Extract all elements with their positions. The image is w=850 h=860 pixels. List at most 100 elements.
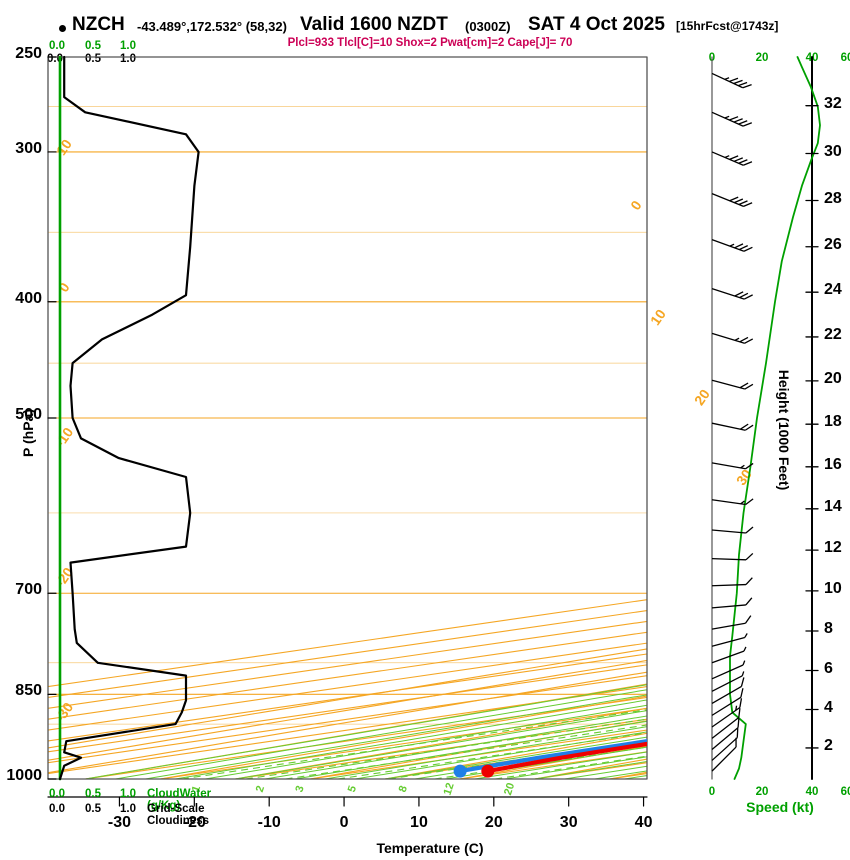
height-tick-label-16: 16 bbox=[824, 455, 842, 473]
dry-adiabat--10 bbox=[235, 707, 647, 779]
barb-full bbox=[740, 423, 749, 430]
station-dot-icon bbox=[59, 25, 66, 32]
mixing-ratio-label-2: 2 bbox=[254, 784, 267, 794]
wind-barb bbox=[711, 577, 753, 587]
barb-shaft bbox=[711, 696, 742, 716]
stability-indices: Plcl=933 Tlcl[C]=10 Shox=2 Pwat[cm]=2 Ca… bbox=[287, 37, 573, 49]
wind-barb bbox=[711, 498, 754, 506]
grid-scale-cloudiness-profile bbox=[58, 55, 200, 781]
barb-full bbox=[729, 196, 739, 202]
dry-adiabat--50 bbox=[48, 659, 647, 761]
barb-shaft bbox=[711, 379, 746, 390]
barb-full bbox=[734, 243, 744, 249]
barb-shaft bbox=[711, 664, 744, 680]
barb-half bbox=[743, 646, 747, 652]
mixing-ratio-label-1: 1 bbox=[190, 784, 203, 794]
barb-shaft bbox=[711, 583, 747, 587]
moist-adiabat--18 bbox=[175, 699, 647, 779]
station-name: NZCH bbox=[72, 14, 125, 35]
dry-adiabat--20 bbox=[160, 695, 647, 779]
barb-full bbox=[740, 688, 744, 698]
height-tick-label-20: 20 bbox=[824, 369, 842, 387]
barb-shaft bbox=[711, 727, 739, 751]
barb-full bbox=[743, 161, 753, 166]
barb-full bbox=[745, 498, 754, 506]
temperature-tick-label-40: 40 bbox=[634, 814, 653, 831]
mixing-ratio-label-3: 3 bbox=[293, 784, 306, 794]
barb-full bbox=[745, 526, 754, 534]
dewpoint-surface-marker bbox=[453, 764, 467, 778]
moist-adiabat--30 bbox=[85, 684, 647, 779]
cw-top-tick-2: 1.0 bbox=[120, 40, 136, 52]
temperature-tick-label-0: 0 bbox=[339, 814, 349, 831]
speed-axis-title: Speed (kt) bbox=[746, 799, 814, 815]
moist-adiabat-34 bbox=[564, 765, 647, 779]
moist-adiabat-26 bbox=[504, 756, 647, 779]
temperature-tick-label--10: -10 bbox=[257, 814, 281, 831]
mixing-ratio-2 bbox=[245, 718, 647, 779]
barb-shaft bbox=[711, 462, 746, 470]
temperature-tick-label--30: -30 bbox=[107, 814, 131, 831]
height-tick-label-12: 12 bbox=[824, 539, 842, 557]
barb-full bbox=[729, 155, 739, 160]
dry-adiabat-label--30: -30 bbox=[52, 699, 77, 725]
isotherm--110 bbox=[48, 609, 647, 699]
barb-shaft bbox=[711, 72, 744, 89]
barb-shaft bbox=[711, 239, 745, 252]
isotherm--90 bbox=[48, 631, 647, 720]
barb-full bbox=[738, 159, 748, 164]
moist-adiabat--6 bbox=[265, 715, 647, 779]
dry-adiabat--40 bbox=[48, 671, 647, 774]
height-tick-label-26: 26 bbox=[824, 235, 842, 253]
barb-full bbox=[728, 77, 739, 83]
height-tick-label-28: 28 bbox=[824, 189, 842, 207]
dry-adiabat-label-right-10: 10 bbox=[647, 306, 669, 328]
barb-shaft bbox=[711, 685, 742, 705]
height-tick-label-24: 24 bbox=[824, 281, 842, 299]
speed-top-tick-3: 60 bbox=[840, 52, 850, 64]
dry-adiabat--30 bbox=[85, 683, 647, 779]
barb-half bbox=[724, 77, 730, 80]
barb-full bbox=[733, 198, 744, 204]
dry-adiabat-label--10: -10 bbox=[52, 424, 77, 450]
cw-top-tick-0: 0.0 bbox=[49, 40, 65, 52]
barb-half bbox=[735, 705, 738, 711]
moist-adiabat-2 bbox=[324, 726, 647, 779]
barb-full bbox=[742, 122, 753, 127]
gc-top-tick-1: 0.5 bbox=[85, 53, 101, 65]
height-tick-label-8: 8 bbox=[824, 619, 833, 637]
gc-bot-tick-0: 0.0 bbox=[49, 803, 65, 815]
dry-adiabat-30 bbox=[534, 758, 647, 779]
cw-bot-tick-1: 0.5 bbox=[85, 788, 101, 800]
temperature-tick-label-30: 30 bbox=[559, 814, 578, 831]
temperature-tick-label-10: 10 bbox=[410, 814, 428, 831]
barb-full bbox=[745, 577, 753, 586]
barb-full bbox=[739, 382, 749, 389]
wind-barb bbox=[711, 526, 754, 534]
height-tick-label-32: 32 bbox=[824, 94, 842, 112]
wind-barb bbox=[711, 462, 754, 470]
temperature-surface-marker bbox=[481, 764, 495, 778]
barb-full bbox=[739, 292, 749, 299]
barb-full bbox=[740, 677, 745, 687]
barb-shaft bbox=[711, 151, 744, 166]
wind-barb bbox=[711, 718, 740, 751]
barb-full bbox=[733, 157, 743, 162]
barb-shaft bbox=[711, 737, 738, 761]
mixing-ratio-label-20: 20 bbox=[502, 781, 517, 796]
barb-shaft bbox=[711, 193, 744, 207]
wind-barb bbox=[711, 72, 752, 89]
valid-time: Valid 1600 NZDT bbox=[300, 14, 448, 35]
barb-full bbox=[729, 116, 739, 121]
barb-full bbox=[739, 336, 749, 343]
barb-full bbox=[737, 718, 740, 728]
wind-barb bbox=[711, 646, 747, 664]
wind-barb bbox=[711, 660, 746, 680]
pressure-tick-label-1000: 1000 bbox=[6, 767, 42, 784]
cw-top-tick-1: 0.5 bbox=[85, 40, 101, 52]
barb-full bbox=[744, 383, 754, 390]
speed-top-tick-1: 20 bbox=[755, 52, 769, 64]
speed-bot-tick-3: 60 bbox=[840, 786, 850, 798]
wind-barb bbox=[711, 332, 754, 344]
